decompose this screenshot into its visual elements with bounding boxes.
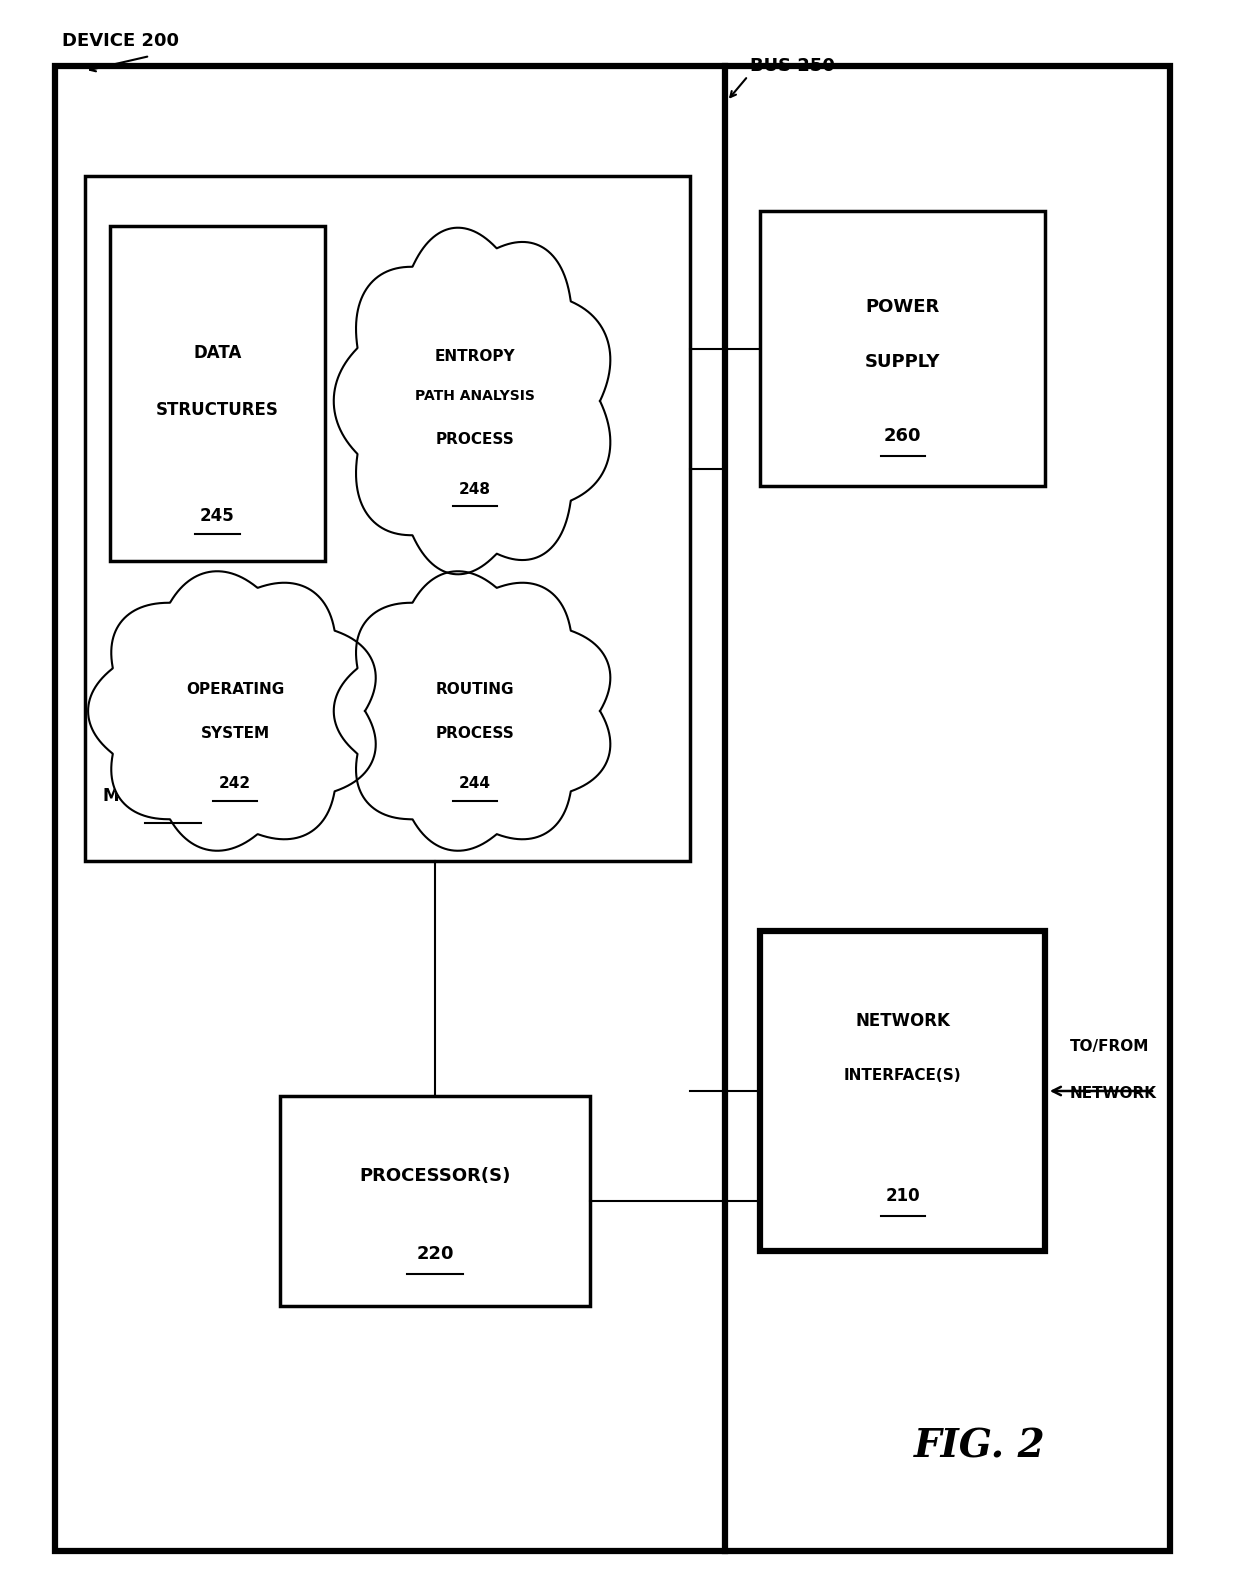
Text: STRUCTURES: STRUCTURES bbox=[156, 401, 279, 420]
Text: FIG. 2: FIG. 2 bbox=[914, 1427, 1045, 1465]
Bar bbox=[86, 176, 689, 860]
Text: 220: 220 bbox=[417, 1245, 454, 1262]
Text: NETWORK: NETWORK bbox=[1070, 1085, 1157, 1101]
Polygon shape bbox=[334, 571, 610, 851]
Text: POWER: POWER bbox=[866, 298, 940, 316]
Text: 245: 245 bbox=[200, 508, 234, 525]
Text: PROCESSOR(S): PROCESSOR(S) bbox=[360, 1167, 511, 1184]
Text: DEVICE 200: DEVICE 200 bbox=[62, 32, 179, 49]
Text: 244: 244 bbox=[459, 776, 491, 790]
Text: PROCESS: PROCESS bbox=[435, 431, 515, 447]
Polygon shape bbox=[88, 571, 376, 851]
Text: PATH ANALYSIS: PATH ANALYSIS bbox=[415, 389, 534, 404]
Text: SUPPLY: SUPPLY bbox=[864, 353, 940, 372]
Text: ROUTING: ROUTING bbox=[435, 681, 515, 696]
Text: SYSTEM: SYSTEM bbox=[201, 726, 269, 741]
Text: 260: 260 bbox=[884, 428, 921, 445]
Bar bbox=[760, 211, 1045, 487]
Text: ENTROPY: ENTROPY bbox=[435, 348, 516, 364]
Text: 242: 242 bbox=[219, 776, 250, 790]
Text: 248: 248 bbox=[459, 482, 491, 496]
Text: OPERATING: OPERATING bbox=[186, 681, 284, 696]
Polygon shape bbox=[334, 228, 610, 575]
Text: NETWORK: NETWORK bbox=[856, 1012, 950, 1029]
Text: MEMORY 240: MEMORY 240 bbox=[103, 787, 226, 804]
Text: PROCESS: PROCESS bbox=[435, 726, 515, 741]
Bar bbox=[110, 227, 325, 562]
Bar bbox=[55, 65, 1171, 1551]
Text: 210: 210 bbox=[885, 1187, 920, 1205]
Text: BUS 250: BUS 250 bbox=[750, 57, 835, 75]
Bar bbox=[280, 1096, 590, 1306]
Text: DATA: DATA bbox=[193, 345, 242, 362]
Text: INTERFACE(S): INTERFACE(S) bbox=[843, 1068, 961, 1082]
Text: TO/FROM: TO/FROM bbox=[1070, 1039, 1149, 1053]
Bar bbox=[760, 930, 1045, 1251]
